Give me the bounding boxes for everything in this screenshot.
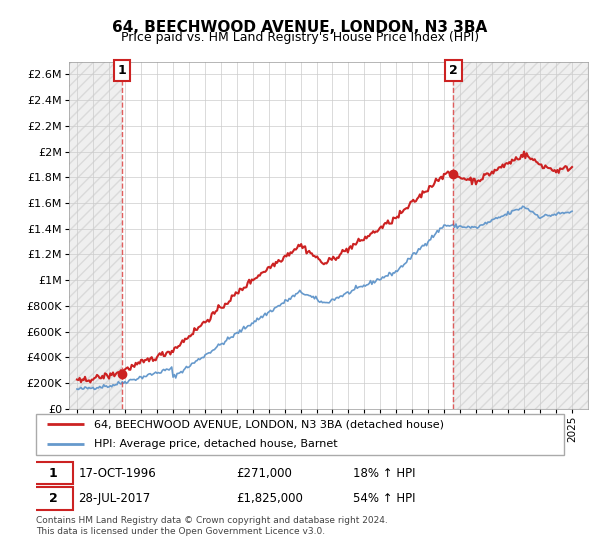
Text: 18% ↑ HPI: 18% ↑ HPI — [353, 466, 415, 479]
Text: HPI: Average price, detached house, Barnet: HPI: Average price, detached house, Barn… — [94, 439, 338, 449]
Text: £1,825,000: £1,825,000 — [236, 492, 304, 505]
Text: 17-OCT-1996: 17-OCT-1996 — [78, 466, 156, 479]
Bar — [69, 62, 122, 409]
FancyBboxPatch shape — [34, 487, 73, 510]
Text: 64, BEECHWOOD AVENUE, LONDON, N3 3BA (detached house): 64, BEECHWOOD AVENUE, LONDON, N3 3BA (de… — [94, 419, 444, 430]
Text: 1: 1 — [49, 466, 57, 479]
Text: £271,000: £271,000 — [236, 466, 293, 479]
Text: 1: 1 — [118, 64, 126, 77]
FancyBboxPatch shape — [36, 414, 564, 455]
Text: 2: 2 — [449, 64, 458, 77]
Text: 28-JUL-2017: 28-JUL-2017 — [78, 492, 151, 505]
Text: Price paid vs. HM Land Registry's House Price Index (HPI): Price paid vs. HM Land Registry's House … — [121, 31, 479, 44]
Bar — [454, 62, 588, 409]
Text: 2: 2 — [49, 492, 57, 505]
Text: 64, BEECHWOOD AVENUE, LONDON, N3 3BA: 64, BEECHWOOD AVENUE, LONDON, N3 3BA — [112, 20, 488, 35]
Text: Contains HM Land Registry data © Crown copyright and database right 2024.
This d: Contains HM Land Registry data © Crown c… — [36, 516, 388, 536]
FancyBboxPatch shape — [34, 462, 73, 484]
Text: 54% ↑ HPI: 54% ↑ HPI — [353, 492, 415, 505]
